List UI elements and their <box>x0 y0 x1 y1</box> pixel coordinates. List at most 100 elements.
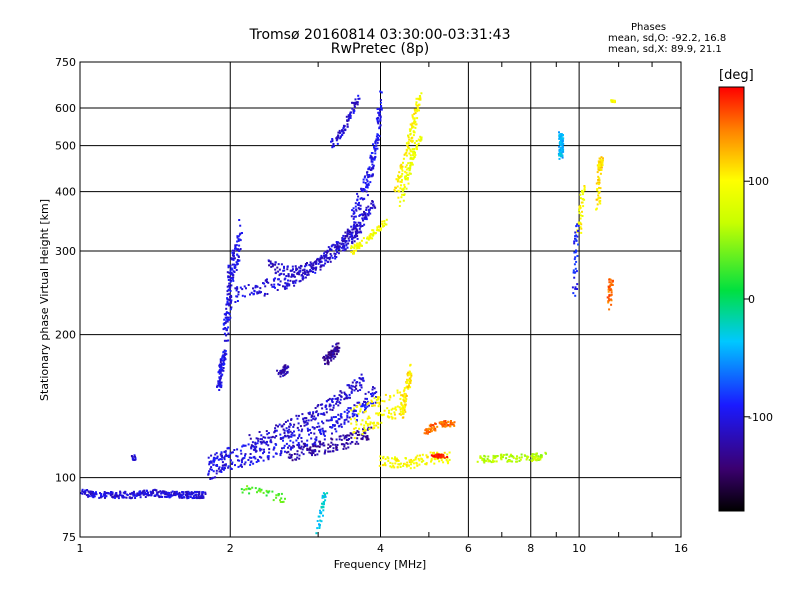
data-point <box>308 263 311 266</box>
data-point <box>337 413 340 416</box>
data-point <box>430 460 432 463</box>
data-point <box>325 404 328 407</box>
data-point <box>356 413 359 416</box>
data-point <box>610 303 613 306</box>
data-point <box>99 496 102 499</box>
data-point <box>332 143 335 145</box>
data-point <box>226 302 229 305</box>
data-point <box>402 465 405 467</box>
data-point <box>356 242 359 245</box>
data-point <box>348 416 351 419</box>
data-point <box>224 467 226 470</box>
data-point <box>576 288 578 290</box>
data-point <box>89 493 92 495</box>
data-point <box>283 370 286 372</box>
data-point <box>404 393 407 396</box>
data-point <box>351 246 354 249</box>
data-point <box>341 130 344 133</box>
data-point <box>483 458 486 461</box>
data-point <box>581 215 584 217</box>
data-point <box>330 356 333 358</box>
data-point <box>255 445 258 448</box>
data-point <box>161 491 164 494</box>
data-point <box>344 128 347 131</box>
data-point <box>401 172 404 175</box>
data-point <box>412 134 415 137</box>
data-point <box>277 373 280 376</box>
data-point <box>331 443 334 446</box>
data-point <box>225 320 228 323</box>
data-point <box>275 496 278 499</box>
data-point <box>297 414 300 417</box>
data-point <box>231 276 234 279</box>
data-point <box>265 430 268 433</box>
data-point <box>558 137 561 140</box>
data-point <box>244 461 247 464</box>
data-point <box>140 492 143 495</box>
data-point <box>561 144 564 147</box>
data-point <box>350 436 353 439</box>
data-point <box>370 399 373 402</box>
data-point <box>379 90 382 93</box>
data-point <box>298 266 301 269</box>
data-point <box>378 107 381 110</box>
chart-title: Tromsø 20160814 03:30:00-03:31:43 <box>249 27 511 43</box>
data-point <box>295 279 298 282</box>
data-point <box>436 425 439 428</box>
data-point <box>375 424 378 427</box>
data-point <box>207 456 210 459</box>
data-point <box>186 497 189 500</box>
data-point <box>349 112 352 115</box>
data-point <box>309 269 312 271</box>
data-point <box>289 422 292 425</box>
data-point <box>349 432 352 435</box>
data-point <box>271 262 274 265</box>
data-point <box>144 491 147 494</box>
data-point <box>350 422 353 425</box>
data-point <box>596 181 599 184</box>
data-point <box>319 512 322 514</box>
data-point <box>219 363 221 366</box>
data-point <box>324 250 327 253</box>
data-point <box>259 449 262 452</box>
data-point <box>250 444 253 447</box>
data-point <box>248 456 251 459</box>
data-point <box>341 129 344 132</box>
data-point <box>293 430 295 433</box>
data-point <box>397 174 399 177</box>
data-point <box>249 437 252 440</box>
data-point <box>598 165 601 168</box>
data-point <box>350 387 353 390</box>
data-point <box>279 499 281 502</box>
data-point <box>317 414 319 417</box>
data-point <box>610 282 613 285</box>
data-point <box>414 151 416 154</box>
data-point <box>180 495 183 498</box>
data-point <box>107 492 110 494</box>
data-point <box>196 490 199 493</box>
data-point <box>415 104 418 107</box>
data-point <box>389 461 392 464</box>
data-point <box>413 117 416 120</box>
data-point <box>276 266 279 269</box>
data-point <box>234 246 237 249</box>
data-point <box>302 453 305 456</box>
data-point <box>173 493 175 496</box>
data-point <box>371 174 374 177</box>
data-point <box>283 432 286 434</box>
data-point <box>357 221 360 224</box>
data-point <box>574 267 577 270</box>
data-point <box>419 139 422 142</box>
data-point <box>415 101 418 104</box>
data-point <box>354 249 357 252</box>
data-point <box>234 464 236 467</box>
data-point <box>311 426 314 429</box>
data-point <box>290 418 293 421</box>
data-point <box>277 425 279 428</box>
y-tick-label: 600 <box>55 102 76 115</box>
data-point <box>580 223 583 226</box>
data-point <box>391 462 394 465</box>
phases-x-stats: mean, sd,X: 89.9, 21.1 <box>608 44 722 55</box>
data-point <box>259 438 262 441</box>
